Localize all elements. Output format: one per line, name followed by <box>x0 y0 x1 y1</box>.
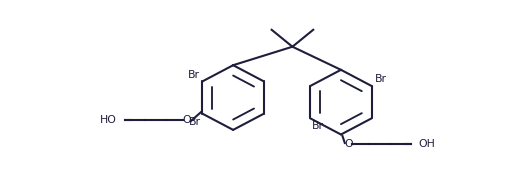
Text: HO: HO <box>100 115 117 125</box>
Text: Br: Br <box>312 121 324 131</box>
Text: Br: Br <box>375 75 387 84</box>
Text: O: O <box>345 139 353 149</box>
Text: Br: Br <box>189 117 201 127</box>
Text: O: O <box>183 115 191 125</box>
Text: Br: Br <box>187 70 199 80</box>
Text: OH: OH <box>419 139 436 149</box>
